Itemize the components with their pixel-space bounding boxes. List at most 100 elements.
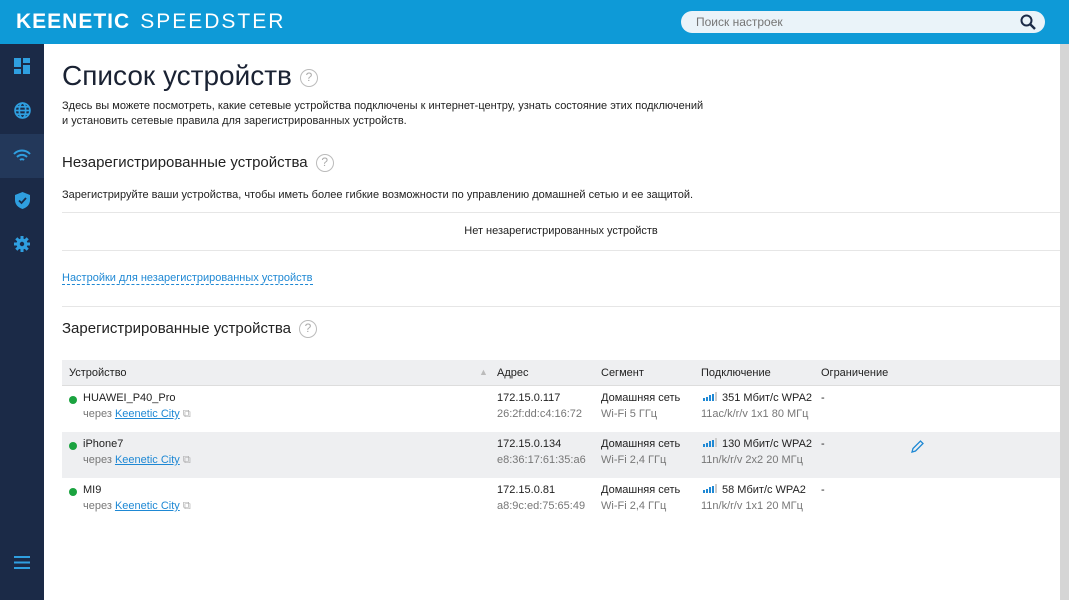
divider <box>62 212 1060 213</box>
table-row[interactable]: iPhone7 через Keenetic City ⧉ 172.15.0.1… <box>62 432 1060 478</box>
online-status-dot <box>69 488 77 496</box>
wifi-icon <box>13 149 31 161</box>
column-device[interactable]: Устройство <box>69 367 127 379</box>
registered-title: Зарегистрированные устройства? <box>62 320 317 339</box>
unregistered-settings-link[interactable]: Настройки для незарегистрированных устро… <box>62 272 313 285</box>
table-row[interactable]: MI9 через Keenetic City ⧉ 172.15.0.81 a8… <box>62 478 1060 524</box>
sidebar-item-security[interactable] <box>0 178 44 222</box>
unregistered-empty: Нет незарегистрированных устройств <box>464 225 658 237</box>
search-icon[interactable] <box>1020 14 1036 30</box>
search-input[interactable] <box>681 11 1045 33</box>
device-ip: 172.15.0.134 <box>497 438 562 450</box>
device-ip: 172.15.0.81 <box>497 484 556 496</box>
device-segment: Домашняя сеть <box>601 438 681 450</box>
device-ip: 172.15.0.117 <box>497 392 561 404</box>
page-title: Список устройств? <box>62 60 318 92</box>
page-title-text: Список устройств <box>62 60 292 91</box>
device-mac: a8:9c:ed:75:65:49 <box>497 500 586 512</box>
signal-bar <box>712 439 714 447</box>
signal-strength-icon <box>703 484 717 493</box>
signal-strength-icon <box>703 392 717 401</box>
device-limit: - <box>821 484 825 496</box>
registered-title-text: Зарегистрированные устройства <box>62 320 291 337</box>
device-name[interactable]: iPhone7 <box>83 438 124 450</box>
column-limit[interactable]: Ограничение <box>821 367 889 379</box>
signal-bar <box>706 396 708 401</box>
connection-speed: 130 Мбит/с WPA2 <box>703 438 812 450</box>
via-label: через <box>83 500 112 512</box>
logo-brand: KEENETIC <box>16 10 131 33</box>
external-link-icon[interactable]: ⧉ <box>182 500 191 512</box>
signal-bar <box>703 398 705 401</box>
unregistered-description: Зарегистрируйте ваши устройства, чтобы и… <box>62 189 694 201</box>
sidebar-item-settings[interactable] <box>0 222 44 266</box>
device-segment: Домашняя сеть <box>601 392 681 404</box>
sidebar <box>0 44 44 600</box>
device-segment: Домашняя сеть <box>601 484 681 496</box>
online-status-dot <box>69 442 77 450</box>
signal-bar <box>715 438 717 447</box>
sidebar-item-wifi[interactable] <box>0 134 44 178</box>
via-link[interactable]: Keenetic City <box>114 408 180 420</box>
unregistered-title: Незарегистрированные устройства? <box>62 154 334 173</box>
gear-icon <box>14 236 30 252</box>
divider <box>62 250 1060 251</box>
signal-bar <box>709 441 711 447</box>
via-label: через <box>83 408 112 420</box>
table-row[interactable]: HUAWEI_P40_Pro через Keenetic City ⧉ 172… <box>62 386 1060 432</box>
signal-bar <box>709 487 711 493</box>
connection-mode: 11n/k/r/v 1x1 20 МГц <box>701 500 803 512</box>
device-band: Wi-Fi 2,4 ГГц <box>601 500 667 512</box>
signal-bar <box>703 444 705 447</box>
devices-table: Устройство ▲ Адрес Сегмент Подключение О… <box>62 360 1060 524</box>
logo[interactable]: KEENETIC SPEEDSTER <box>16 10 285 34</box>
device-mac: 26:2f:dd:c4:16:72 <box>497 408 583 420</box>
device-band: Wi-Fi 2,4 ГГц <box>601 454 667 466</box>
shield-icon <box>14 191 30 209</box>
device-band: Wi-Fi 5 ГГц <box>601 408 658 420</box>
dashboard-icon <box>14 58 30 74</box>
sidebar-item-internet[interactable] <box>0 88 44 132</box>
column-connection[interactable]: Подключение <box>701 367 771 379</box>
device-name[interactable]: MI9 <box>83 484 102 496</box>
via-label: через <box>83 454 112 466</box>
signal-bar <box>712 485 714 493</box>
intro-text-1: Здесь вы можете посмотреть, какие сетевы… <box>62 100 704 112</box>
unregistered-title-text: Незарегистрированные устройства <box>62 154 308 171</box>
signal-bar <box>703 490 705 493</box>
device-via: через Keenetic City ⧉ <box>83 500 191 513</box>
speed-text: 130 Мбит/с WPA2 <box>722 438 813 450</box>
speed-text: 351 Мбит/с WPA2 <box>722 392 813 404</box>
logo-model: SPEEDSTER <box>140 10 286 33</box>
device-limit: - <box>821 438 825 450</box>
signal-bar <box>712 393 714 401</box>
device-via: через Keenetic City ⧉ <box>83 408 191 421</box>
signal-bar <box>709 395 711 401</box>
help-icon[interactable]: ? <box>315 154 334 173</box>
sidebar-item-dashboard[interactable] <box>0 44 44 88</box>
edit-icon[interactable] <box>911 440 924 453</box>
help-icon[interactable]: ? <box>299 68 318 87</box>
device-name[interactable]: HUAWEI_P40_Pro <box>83 392 176 404</box>
menu-button[interactable] <box>0 540 44 584</box>
via-link[interactable]: Keenetic City <box>114 500 180 512</box>
signal-strength-icon <box>703 438 717 447</box>
device-mac: e8:36:17:61:35:a6 <box>497 454 586 466</box>
column-address[interactable]: Адрес <box>497 367 529 379</box>
connection-mode: 11n/k/r/v 2x2 20 МГц <box>701 454 803 466</box>
intro-text-2: и установить сетевые правила для зарегис… <box>62 115 407 127</box>
connection-speed: 58 Мбит/с WPA2 <box>703 484 806 496</box>
online-status-dot <box>69 396 77 404</box>
signal-bar <box>715 392 717 401</box>
help-icon[interactable]: ? <box>299 320 317 339</box>
connection-mode: 11ac/k/r/v 1x1 80 МГц <box>701 408 809 420</box>
signal-bar <box>706 488 708 493</box>
column-segment[interactable]: Сегмент <box>601 367 644 379</box>
via-link[interactable]: Keenetic City <box>114 454 180 466</box>
scrollbar[interactable] <box>1060 44 1069 600</box>
external-link-icon[interactable]: ⧉ <box>182 454 191 466</box>
menu-icon <box>14 555 30 569</box>
external-link-icon[interactable]: ⧉ <box>182 408 191 420</box>
table-header: Устройство ▲ Адрес Сегмент Подключение О… <box>62 360 1060 386</box>
sort-asc-icon[interactable]: ▲ <box>479 367 488 377</box>
